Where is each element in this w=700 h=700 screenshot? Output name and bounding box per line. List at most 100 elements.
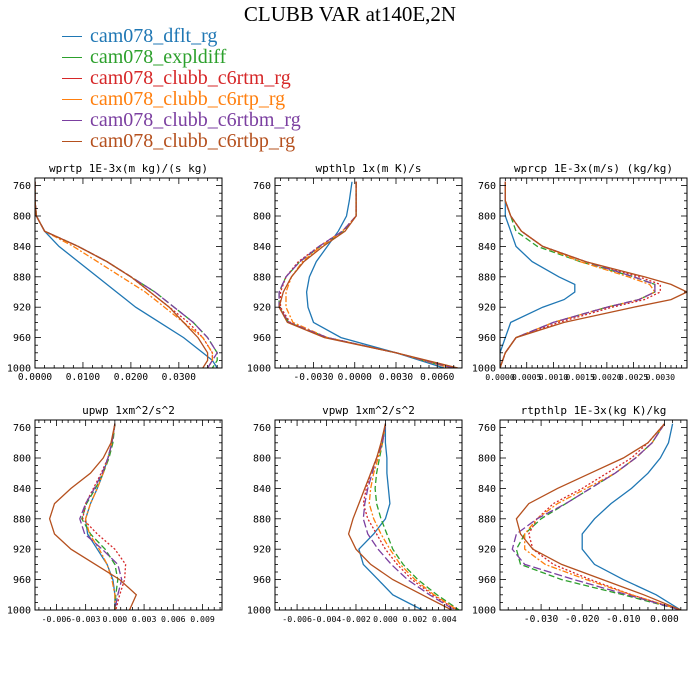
panel: wpthlp 1x(m K)/s 760 800 840 880 920 960 1000 -0… — [247, 162, 463, 383]
y-tick-label: 760 — [253, 423, 271, 434]
y-tick-label: 960 — [478, 575, 496, 586]
legend-swatch — [62, 78, 82, 79]
y-tick-label: 920 — [13, 545, 31, 556]
y-tick-label: 760 — [478, 181, 496, 192]
series-line — [278, 181, 452, 368]
x-tick-label: 0.0000 — [485, 372, 515, 382]
legend-swatch — [62, 141, 82, 142]
legend-item: cam078_clubb_c6rtbp_rg — [62, 130, 301, 152]
y-tick-label: 880 — [253, 272, 271, 283]
series-line — [368, 423, 458, 610]
x-tick-label: -0.006 — [282, 614, 312, 624]
y-tick-label: 760 — [13, 423, 31, 434]
y-tick-label: 840 — [478, 484, 496, 495]
legend-swatch — [62, 57, 82, 58]
legend-item: cam078_dflt_rg — [62, 25, 301, 47]
series-line — [79, 423, 123, 610]
x-tick-label: 0.003 — [132, 614, 157, 624]
panel: vpwp 1xm^2/s^2 760 800 840 880 920 960 1000 -0.0… — [247, 404, 463, 624]
y-tick-label: 840 — [13, 242, 31, 253]
x-tick-label: 0.0200 — [114, 372, 149, 383]
x-tick-label: -0.010 — [606, 614, 641, 625]
x-tick-label: 0.002 — [403, 614, 428, 624]
y-tick-label: 1000 — [247, 364, 271, 375]
y-tick-label: 960 — [253, 333, 271, 344]
x-tick-label: 0.0015 — [565, 372, 595, 382]
legend-label: cam078_dflt_rg — [90, 25, 218, 47]
legend-swatch — [62, 120, 82, 121]
series-group — [278, 181, 459, 368]
series-line — [362, 423, 457, 610]
series-line — [81, 423, 119, 610]
series-line — [524, 423, 681, 610]
y-tick-label: 800 — [478, 212, 496, 223]
y-tick-label: 800 — [478, 454, 496, 465]
y-tick-label: 960 — [13, 575, 31, 586]
y-tick-label: 1000 — [7, 364, 31, 375]
x-tick-label: 0.0025 — [619, 372, 649, 382]
x-tick-label: -0.003 — [71, 614, 101, 624]
series-line — [278, 181, 454, 368]
series-line — [305, 181, 445, 368]
x-tick-label: 0.000 — [373, 614, 398, 624]
y-tick-label: 960 — [253, 575, 271, 586]
legend-item: cam078_clubb_c6rtm_rg — [62, 67, 301, 89]
plot-frame — [499, 177, 688, 369]
y-tick-label: 1000 — [472, 364, 496, 375]
figure-title: CLUBB VAR at140E,2N — [243, 2, 457, 26]
panel-title: wprtp 1E-3x(m kg)/(s kg) — [49, 162, 208, 175]
series-line — [35, 181, 209, 368]
y-tick-label: 840 — [478, 242, 496, 253]
series-line — [500, 181, 576, 368]
plot-frame — [274, 177, 463, 369]
y-tick-label: 760 — [13, 181, 31, 192]
y-tick-label: 920 — [253, 303, 271, 314]
y-tick-label: 880 — [478, 514, 496, 525]
panel-title: wpthlp 1x(m K)/s — [316, 162, 422, 175]
legend-item: cam078_expldiff — [62, 46, 301, 68]
panel: rtpthlp 1E-3x(kg K)/kg 760 800 840 880 920 960… — [472, 404, 688, 625]
y-tick-label: 880 — [478, 272, 496, 283]
legend-swatch — [62, 99, 82, 100]
x-tick-label: 0.0300 — [162, 372, 197, 383]
x-tick-label: 0.0030 — [645, 372, 675, 382]
x-tick-label: 0.006 — [161, 614, 186, 624]
legend: cam078_dflt_rg cam078_expldiff cam078_club… — [62, 25, 301, 152]
y-tick-label: 920 — [13, 303, 31, 314]
series-group — [347, 423, 460, 610]
x-tick-label: -0.0030 — [293, 372, 333, 383]
y-tick-label: 960 — [478, 333, 496, 344]
x-tick-label: 0.0010 — [539, 372, 569, 382]
panel: wprtp 1E-3x(m kg)/(s kg) 760 800 840 880 920 9… — [7, 162, 223, 383]
series-line — [81, 423, 127, 610]
series-line — [374, 423, 460, 610]
series-line — [581, 423, 682, 610]
x-tick-label: 0.0060 — [420, 372, 455, 383]
series-line — [362, 423, 455, 610]
legend-label: cam078_clubb_c6rtp_rg — [90, 88, 286, 110]
x-tick-label: -0.006 — [42, 614, 72, 624]
x-tick-label: 0.0030 — [379, 372, 414, 383]
panel-title: vpwp 1xm^2/s^2 — [322, 404, 415, 417]
y-tick-label: 840 — [13, 484, 31, 495]
y-tick-label: 800 — [13, 212, 31, 223]
series-line — [528, 423, 681, 610]
x-tick-label: 0.0005 — [512, 372, 542, 382]
y-tick-label: 880 — [13, 272, 31, 283]
x-tick-label: 0.0100 — [66, 372, 101, 383]
x-tick-label: 0.009 — [190, 614, 215, 624]
legend-swatch — [62, 36, 82, 37]
x-tick-label: 0.0000 — [338, 372, 373, 383]
legend-item: cam078_clubb_c6rtp_rg — [62, 88, 301, 110]
y-tick-label: 1000 — [7, 606, 31, 617]
panel-title: rtpthlp 1E-3x(kg K)/kg — [521, 404, 667, 417]
x-tick-label: 0.004 — [432, 614, 457, 624]
y-tick-label: 880 — [253, 514, 271, 525]
series-line — [500, 181, 687, 368]
panel: wprcp 1E-3x(m/s) (kg/kg) 760 800 840 880 920 9… — [472, 162, 688, 382]
series-line — [358, 423, 423, 610]
plot-frame — [499, 419, 688, 611]
y-tick-label: 760 — [253, 181, 271, 192]
panel-title: upwp 1xm^2/s^2 — [82, 404, 175, 417]
